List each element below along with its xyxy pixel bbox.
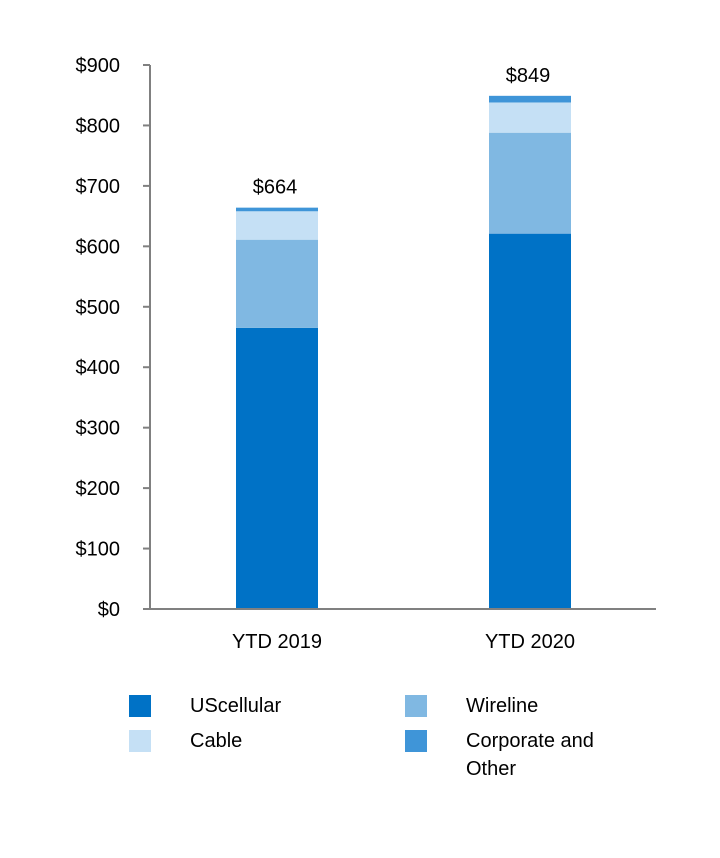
bar-wireline-ytd-2019 (236, 239, 318, 328)
bar-corporate-and-other-ytd-2020 (489, 95, 571, 103)
x-tick-label: YTD 2020 (485, 631, 575, 653)
bars (236, 95, 571, 609)
y-tick-label: $700 (76, 176, 121, 198)
bar-corporate-and-other-ytd-2019 (236, 207, 318, 212)
bar-uscellular-ytd-2019 (236, 327, 318, 609)
bar-uscellular-ytd-2020 (489, 233, 571, 609)
total-label: $664 (253, 177, 298, 199)
total-label: $849 (506, 65, 551, 87)
x-tick-label: YTD 2019 (232, 631, 322, 653)
y-tick-label: $0 (98, 599, 120, 621)
y-tick-label: $300 (76, 418, 121, 440)
x-axis: YTD 2019 YTD 2020 (150, 608, 656, 653)
bar-cable-ytd-2019 (236, 211, 318, 240)
bar-cable-ytd-2020 (489, 102, 571, 133)
y-axis: $0 $100 $200 $300 $400 $500 $600 $700 $800 $900 (76, 55, 151, 621)
total-labels: $664 $849 (253, 65, 551, 199)
y-tick-label: $200 (76, 478, 121, 500)
y-tick-label: $100 (76, 539, 121, 561)
y-tick-label: $800 (76, 115, 121, 137)
y-tick-label: $400 (76, 357, 121, 379)
y-tick-label: $500 (76, 297, 121, 319)
y-tick-label: $900 (76, 55, 121, 77)
bar-wireline-ytd-2020 (489, 132, 571, 234)
y-tick-label: $600 (76, 236, 121, 258)
